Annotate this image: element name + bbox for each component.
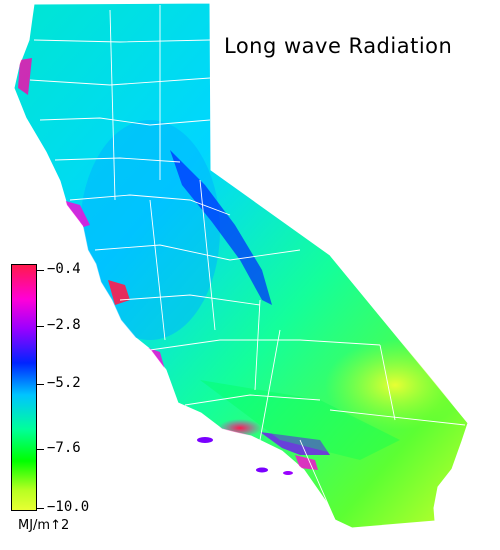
california-outline xyxy=(13,2,469,529)
legend-label: −7.6 xyxy=(47,440,81,456)
channel-island xyxy=(283,471,293,475)
legend-unit: MJ/m↑2 xyxy=(18,518,70,533)
legend-label: −0.4 xyxy=(47,261,81,277)
channel-island xyxy=(197,437,213,443)
legend-tick xyxy=(37,384,44,385)
county-lines xyxy=(29,5,466,521)
legend-tick xyxy=(37,449,44,450)
legend-tick xyxy=(37,326,44,327)
legend-label: −5.2 xyxy=(47,375,81,391)
map-title: Long wave Radiation xyxy=(224,34,453,58)
color-scale-bar xyxy=(11,264,37,511)
legend-label: −2.8 xyxy=(47,317,81,333)
legend-tick xyxy=(37,508,44,509)
channel-island xyxy=(256,467,268,473)
legend-tick xyxy=(37,270,44,271)
legend-label: −10.0 xyxy=(47,499,90,515)
